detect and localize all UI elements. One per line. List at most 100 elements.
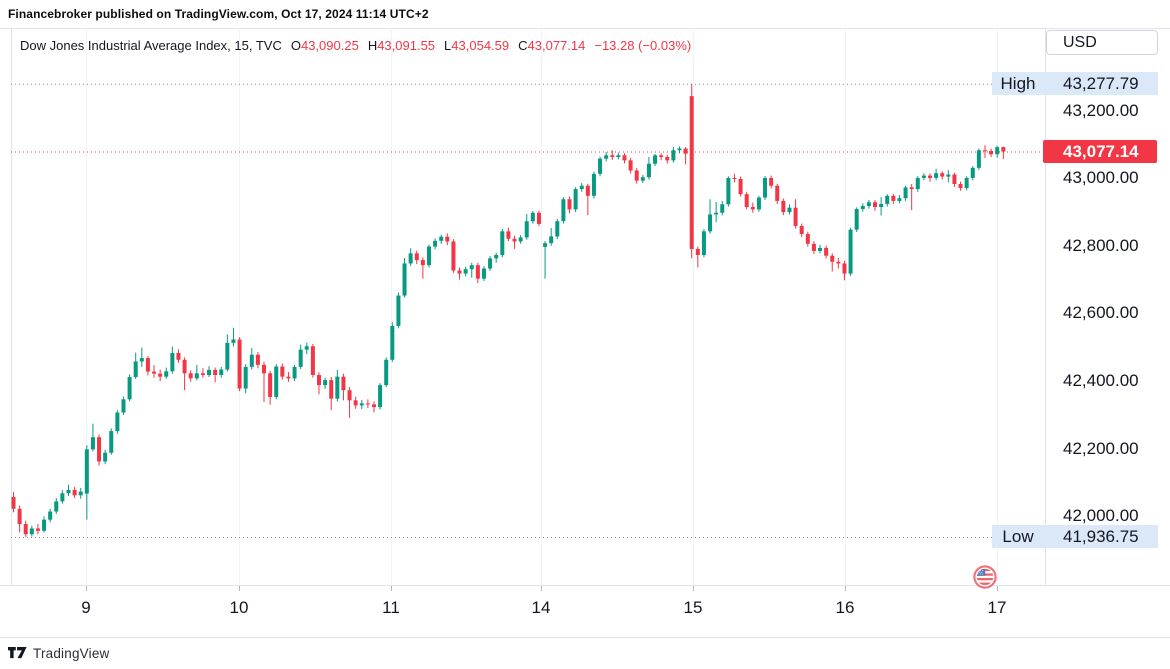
candle — [286, 376, 291, 379]
candle — [176, 353, 181, 360]
candle — [231, 339, 236, 343]
candle — [35, 528, 40, 531]
time-axis-border — [0, 585, 1170, 586]
candle — [622, 155, 627, 161]
chart-canvas[interactable] — [0, 28, 1170, 585]
candle — [793, 207, 798, 226]
candle — [42, 519, 47, 531]
candle — [940, 173, 945, 177]
candle — [249, 354, 254, 367]
candle — [323, 380, 328, 386]
candle — [781, 200, 786, 213]
us-flag-icon[interactable] — [973, 565, 997, 589]
low-price-badge: 41,936.75 — [1042, 525, 1158, 549]
candle — [573, 189, 578, 210]
candle — [469, 265, 474, 270]
candle — [579, 185, 584, 190]
candle — [958, 184, 963, 189]
candle — [897, 198, 902, 201]
candle — [426, 246, 431, 266]
open-value: 43,090.25 — [300, 37, 359, 53]
price-tick-label: 42,200.00 — [1063, 438, 1139, 458]
candle — [646, 163, 651, 178]
candle — [219, 369, 224, 375]
candle — [54, 501, 59, 512]
candle — [365, 403, 370, 405]
candle — [488, 258, 493, 269]
candle — [298, 349, 303, 367]
high-label: H — [367, 37, 378, 53]
candle — [750, 207, 755, 210]
time-tick-mark — [541, 586, 542, 591]
candle — [1001, 147, 1006, 152]
candle — [152, 371, 157, 374]
candle — [726, 177, 731, 205]
close-label: C — [518, 37, 528, 53]
symbol-legend: Dow Jones Industrial Average Index, 15, … — [20, 36, 691, 54]
candle — [11, 497, 16, 509]
price-axis-border — [1045, 28, 1046, 585]
candle — [433, 240, 438, 247]
candle — [500, 231, 505, 256]
low-value: 43,054.59 — [451, 37, 510, 53]
footer-divider — [0, 637, 1170, 638]
candle — [934, 173, 939, 178]
candle — [689, 96, 694, 249]
candle — [738, 178, 743, 195]
time-tick-mark — [997, 586, 998, 591]
high-label-badge: High — [992, 72, 1044, 96]
candle — [854, 209, 859, 230]
candle — [84, 449, 89, 494]
candle — [665, 156, 670, 161]
candle — [72, 489, 77, 496]
candle — [518, 237, 523, 242]
tradingview-mark-icon — [8, 646, 27, 659]
candle — [115, 412, 120, 432]
candle — [207, 369, 212, 375]
candle — [255, 354, 260, 365]
attribution-text: Financebroker published on TradingView.c… — [8, 7, 429, 21]
time-axis[interactable]: 9 10 11 14 15 16 17 — [0, 586, 1170, 630]
candle — [481, 268, 486, 279]
candle — [671, 150, 676, 161]
low-label: L — [444, 37, 452, 53]
change-value: −13.28 (−0.03%) — [594, 37, 692, 53]
time-tick-mark — [693, 586, 694, 591]
candle — [653, 155, 658, 164]
tradingview-logo[interactable]: TradingView — [8, 644, 110, 662]
candle — [952, 174, 957, 185]
candle — [567, 199, 572, 210]
candle — [109, 431, 114, 453]
candle — [659, 155, 664, 157]
candle — [683, 148, 688, 154]
candle — [964, 177, 969, 189]
candle — [347, 390, 352, 401]
candle — [744, 194, 749, 208]
candle — [420, 260, 425, 266]
candle — [591, 173, 596, 196]
candle — [66, 489, 71, 494]
candle — [891, 195, 896, 201]
high-price-badge: 43,277.79 — [1042, 72, 1158, 96]
candle — [549, 236, 554, 244]
candle — [317, 374, 321, 386]
candle — [17, 508, 22, 525]
candle — [225, 342, 230, 370]
time-axis-label: 9 — [81, 598, 91, 617]
candle — [512, 238, 517, 242]
candle — [610, 155, 615, 157]
candle — [408, 253, 413, 264]
price-tick-label: 42,600.00 — [1063, 303, 1139, 323]
candle — [97, 437, 102, 462]
candle — [335, 376, 340, 399]
high-value: 43,091.55 — [377, 37, 436, 53]
currency-toggle-button[interactable]: USD — [1046, 30, 1158, 55]
candle — [536, 212, 541, 224]
candle — [506, 231, 511, 239]
open-label: O — [290, 37, 301, 53]
candle — [384, 359, 389, 386]
candle — [879, 203, 884, 208]
candle — [830, 255, 835, 262]
candle — [836, 261, 841, 264]
